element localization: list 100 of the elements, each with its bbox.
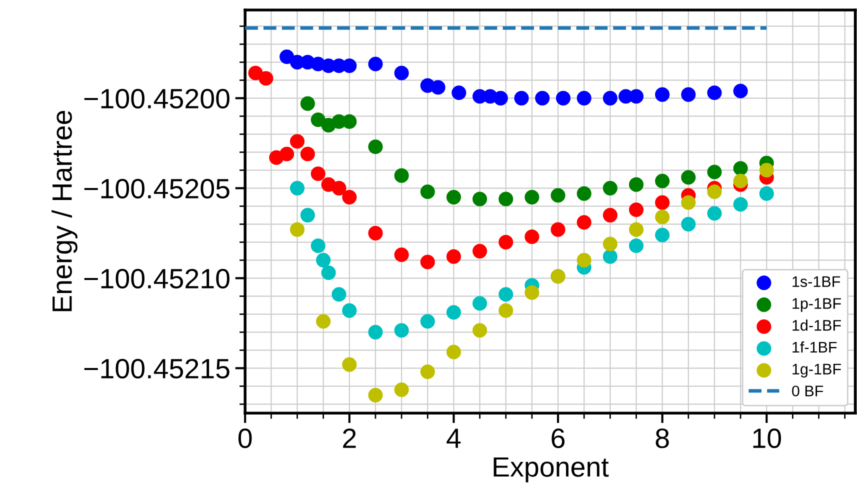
x-tick-label: 10 bbox=[753, 428, 781, 448]
point bbox=[394, 323, 409, 338]
x-tick-label: 4 bbox=[446, 428, 461, 448]
point bbox=[733, 161, 748, 176]
y-axis-title: Energy / Hartree bbox=[52, 110, 78, 312]
point bbox=[628, 177, 644, 192]
point bbox=[248, 66, 263, 80]
point bbox=[524, 285, 540, 300]
point bbox=[759, 186, 774, 201]
y-tick-label: −100.45200 bbox=[84, 88, 230, 109]
point bbox=[280, 146, 294, 162]
point bbox=[707, 184, 722, 200]
point bbox=[707, 85, 722, 100]
point bbox=[681, 216, 696, 232]
x-tick-label: 6 bbox=[552, 428, 565, 448]
point bbox=[430, 80, 446, 95]
point bbox=[681, 87, 696, 102]
point bbox=[759, 162, 774, 178]
point bbox=[733, 84, 748, 98]
point bbox=[368, 56, 383, 72]
point bbox=[420, 314, 435, 329]
point bbox=[681, 170, 696, 185]
legend-label: 0 BF bbox=[792, 386, 824, 396]
y-tick-label: −100.45205 bbox=[84, 178, 230, 199]
point bbox=[342, 190, 357, 204]
point bbox=[342, 357, 357, 372]
point bbox=[420, 184, 435, 200]
point bbox=[342, 114, 357, 129]
y-tick-label: −100.45210 bbox=[84, 268, 230, 289]
point bbox=[602, 180, 618, 196]
point bbox=[310, 166, 326, 182]
x-axis-title: Exponent bbox=[494, 457, 609, 482]
point bbox=[446, 305, 461, 320]
point bbox=[420, 364, 435, 380]
point bbox=[368, 226, 383, 240]
point bbox=[342, 58, 357, 74]
point bbox=[556, 90, 571, 106]
point bbox=[628, 238, 644, 254]
point bbox=[628, 202, 644, 218]
point bbox=[576, 252, 592, 268]
point bbox=[290, 180, 305, 196]
point bbox=[550, 188, 566, 203]
point bbox=[576, 186, 592, 201]
point bbox=[602, 236, 618, 252]
point bbox=[310, 238, 326, 254]
point bbox=[472, 192, 488, 206]
point bbox=[493, 90, 508, 106]
point bbox=[342, 303, 357, 318]
point bbox=[332, 180, 346, 196]
legend-label: 1p-1BF bbox=[792, 298, 841, 312]
point bbox=[446, 249, 461, 264]
x-tick-label: 2 bbox=[343, 428, 356, 448]
legend-label: 1f-1BF bbox=[792, 341, 837, 352]
point bbox=[394, 247, 409, 262]
point bbox=[602, 90, 618, 106]
point bbox=[290, 134, 305, 149]
point bbox=[524, 229, 540, 244]
point bbox=[310, 112, 326, 128]
point bbox=[300, 208, 315, 222]
point bbox=[472, 323, 488, 338]
point bbox=[628, 222, 644, 237]
point bbox=[280, 49, 294, 64]
point bbox=[394, 168, 409, 183]
point bbox=[550, 222, 566, 237]
point bbox=[420, 254, 435, 270]
point bbox=[576, 215, 592, 230]
point bbox=[446, 190, 461, 204]
point bbox=[655, 174, 670, 188]
point bbox=[733, 174, 748, 188]
point bbox=[733, 197, 748, 212]
point bbox=[655, 195, 670, 210]
x-tick-label: 0 bbox=[238, 428, 252, 448]
point bbox=[368, 388, 383, 402]
y-tick-label: −100.45215 bbox=[84, 358, 230, 379]
point bbox=[655, 210, 670, 224]
point bbox=[498, 234, 514, 250]
point bbox=[452, 85, 466, 100]
point bbox=[602, 208, 618, 222]
point bbox=[707, 206, 722, 221]
point bbox=[524, 190, 540, 204]
point bbox=[681, 195, 696, 210]
point bbox=[321, 265, 336, 280]
point bbox=[472, 296, 488, 311]
legend-label: 1s-1BF bbox=[792, 276, 840, 287]
legend-label: 1g-1BF bbox=[792, 364, 841, 378]
point bbox=[446, 344, 461, 360]
point bbox=[498, 287, 514, 302]
point bbox=[316, 252, 331, 268]
point bbox=[300, 146, 315, 162]
point bbox=[514, 90, 529, 106]
x-tick-label: 8 bbox=[656, 428, 669, 448]
point bbox=[655, 228, 670, 242]
point bbox=[368, 139, 383, 154]
point bbox=[368, 324, 383, 340]
point bbox=[394, 66, 409, 80]
point bbox=[290, 222, 305, 237]
point bbox=[258, 71, 274, 86]
point bbox=[332, 287, 346, 302]
point bbox=[655, 87, 670, 102]
point bbox=[300, 96, 315, 111]
